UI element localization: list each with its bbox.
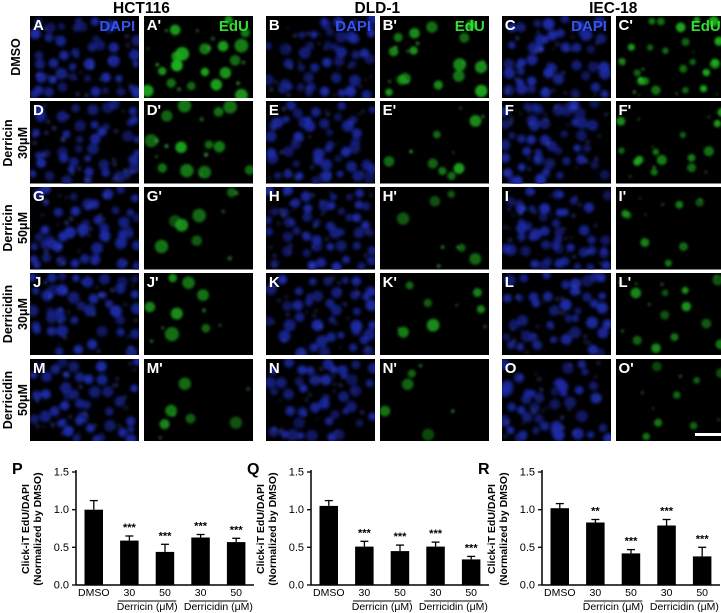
svg-text:***: *** [159, 530, 173, 542]
svg-text:0.0: 0.0 [520, 580, 535, 592]
svg-text:1.0: 1.0 [289, 504, 304, 516]
svg-text:1.0: 1.0 [54, 504, 69, 516]
svg-text:DMSO: DMSO [544, 587, 576, 599]
svg-text:0.0: 0.0 [289, 580, 304, 592]
svg-text:***: *** [429, 528, 443, 540]
svg-text:50: 50 [394, 587, 406, 599]
svg-text:***: *** [394, 531, 408, 543]
svg-text:Derricidin (μM): Derricidin (μM) [650, 601, 719, 613]
svg-text:***: *** [660, 506, 674, 518]
svg-text:30: 30 [124, 587, 136, 599]
svg-text:**: ** [591, 506, 600, 518]
svg-text:***: *** [123, 522, 137, 534]
svg-text:Derricidin (μM): Derricidin (μM) [419, 601, 488, 613]
svg-text:50: 50 [230, 587, 242, 599]
svg-text:50: 50 [159, 587, 171, 599]
svg-text:***: *** [194, 521, 208, 533]
svg-text:***: *** [696, 533, 710, 545]
svg-text:30: 30 [430, 587, 442, 599]
svg-text:50: 50 [696, 587, 708, 599]
svg-text:***: *** [358, 527, 372, 539]
svg-text:1.5: 1.5 [520, 467, 535, 479]
svg-text:50: 50 [465, 587, 477, 599]
svg-text:***: *** [230, 524, 244, 536]
svg-text:1.0: 1.0 [520, 504, 535, 516]
svg-text:DMSO: DMSO [78, 587, 110, 599]
svg-text:1.5: 1.5 [54, 467, 69, 479]
svg-text:0.0: 0.0 [54, 580, 69, 592]
svg-text:Derricin (μM): Derricin (μM) [117, 601, 178, 613]
svg-text:30: 30 [661, 587, 673, 599]
svg-text:Derricin (μM): Derricin (μM) [583, 601, 644, 613]
svg-text:30: 30 [359, 587, 371, 599]
svg-text:1.5: 1.5 [289, 467, 304, 479]
svg-text:Derricin (μM): Derricin (μM) [352, 601, 413, 613]
svg-text:30: 30 [590, 587, 602, 599]
svg-text:0.5: 0.5 [520, 542, 535, 554]
svg-text:0.5: 0.5 [54, 542, 69, 554]
svg-text:***: *** [625, 536, 639, 548]
svg-text:Derricidin (μM): Derricidin (μM) [184, 601, 253, 613]
svg-text:50: 50 [625, 587, 637, 599]
svg-text:0.5: 0.5 [289, 542, 304, 554]
svg-text:***: *** [465, 542, 479, 554]
svg-text:DMSO: DMSO [313, 587, 345, 599]
svg-text:30: 30 [195, 587, 207, 599]
